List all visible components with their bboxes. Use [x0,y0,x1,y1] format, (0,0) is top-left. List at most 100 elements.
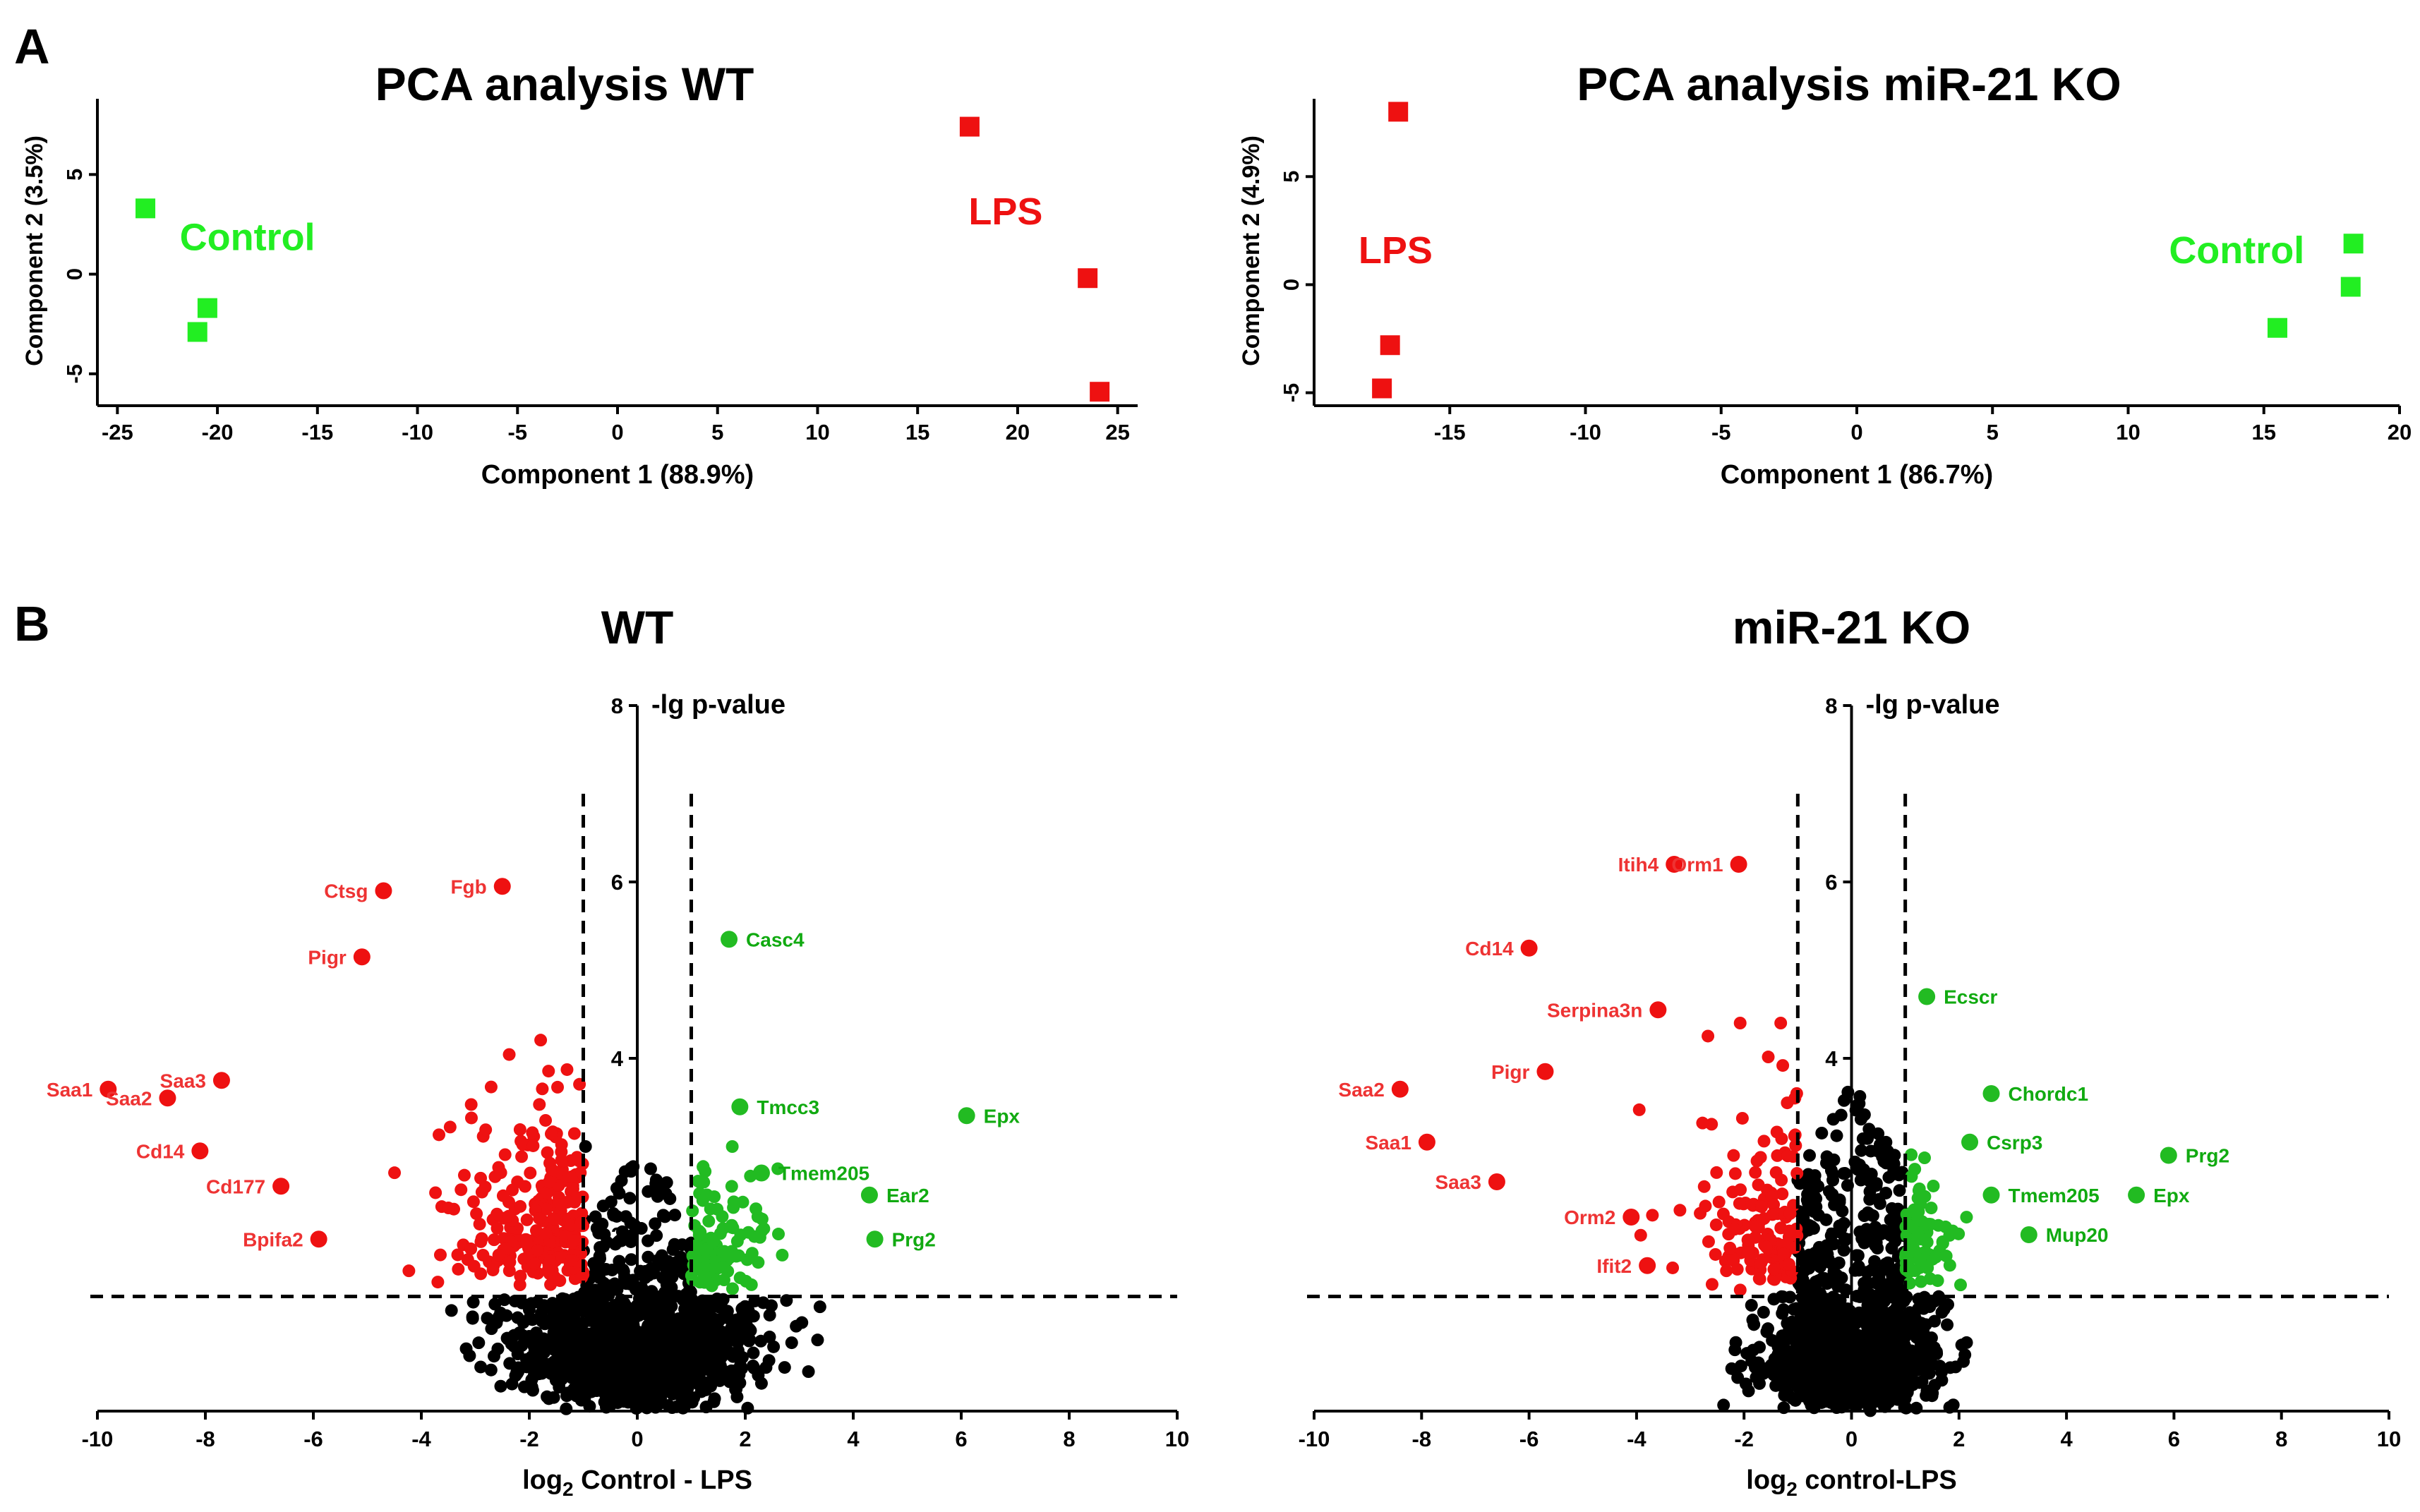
volcano-wt-down-point [570,1151,584,1164]
volcano-wt-ns-point [485,1322,498,1336]
volcano-ko-ns-point [1776,1307,1789,1320]
volcano-wt-ns-point [672,1370,685,1384]
volcano-ko-gene-label-mup20: Mup20 [2046,1224,2109,1246]
pca-wt-x-tick-label: 25 [1105,420,1129,444]
pca-wt-y-axis-title: Component 2 (3.5%) [21,135,48,366]
volcano-ko-ns-point [1837,1244,1850,1257]
volcano-ko-down-point [1673,1204,1687,1217]
volcano-ko-ns-point [1937,1302,1951,1316]
volcano-wt-x-tick-label: 10 [1165,1427,1189,1451]
volcano-wt-ns-point [503,1357,517,1370]
volcano-wt-down-point [466,1195,480,1209]
volcano-wt-ns-point [617,1376,630,1389]
volcano-ko-gene-label-prg2: Prg2 [2186,1145,2229,1167]
volcano-ko-gene-label-ecscr: Ecscr [1944,986,1997,1008]
volcano-wt-y-tick-label: 4 [611,1046,624,1071]
volcano-ko-down-point [1783,1207,1797,1221]
volcano-wt-ns-point [515,1296,529,1310]
volcano-wt-down-point [533,1211,546,1225]
volcano-wt-up-point [692,1228,706,1242]
volcano-ko-down-point [1733,1283,1747,1297]
volcano-ko-ns-point [1770,1368,1783,1381]
volcano-wt-gene-point-ctsg [375,882,392,900]
volcano-ko-down-point [1697,1180,1711,1193]
volcano-wt-down-point [539,1227,553,1240]
volcano-wt-ns-point [598,1228,611,1241]
volcano-ko-ns-point [1897,1339,1910,1353]
volcano-ko-ns-point [1885,1348,1898,1361]
volcano-wt-gene-point-tmcc3 [731,1098,749,1115]
volcano-ko-ns-point [1886,1338,1900,1351]
pca-wt-x-tick-label: 10 [805,420,829,444]
volcano-ko-y-tick-label: 8 [1825,694,1837,718]
volcano-wt-ns-point [613,1187,626,1200]
volcano-ko-ns-point [1957,1355,1970,1368]
volcano-wt-down-point [479,1123,493,1137]
volcano-wt-ns-point [522,1330,536,1343]
volcano-ko-down-points [1632,1017,1804,1297]
volcano-ko-ns-point [1941,1318,1954,1331]
pca-ko-x-tick-label: -10 [1570,420,1601,444]
volcano-wt-down-point [464,1098,478,1111]
volcano-ko-ns-point [1863,1398,1877,1411]
volcano-wt-ns-point [600,1365,613,1378]
volcano-ko-ns-point [1780,1358,1793,1372]
volcano-ko-up-point [1919,1217,1932,1230]
pca-ko-title: PCA analysis miR-21 KO [1577,58,2121,110]
volcano-ko-gene-label-epx: Epx [2153,1185,2190,1206]
volcano-wt-gene-point-tmem205 [752,1164,770,1182]
volcano-ko-ns-point [1834,1108,1848,1122]
volcano-ko-ns-point [1946,1398,1960,1412]
volcano-wt-y-tick-label: 6 [611,870,623,895]
volcano-ko-ns-point [1867,1382,1881,1396]
volcano-wt-ns-point [579,1140,592,1153]
volcano-wt-gene-point-cd14 [191,1142,209,1160]
volcano-wt-title: WT [601,601,674,653]
volcano-wt-ns-point [651,1190,664,1203]
volcano-ko-gene-point-mup20 [2020,1226,2037,1243]
volcano-wt-up-point [708,1261,721,1274]
volcano-ko-ns-point [1858,1209,1871,1223]
volcano-wt-ns-point [641,1335,654,1348]
volcano-wt-ns-point [604,1398,618,1411]
volcano-wt-ns-point [686,1338,699,1351]
volcano-wt-ns-point [529,1355,543,1368]
volcano-wt-down-point [555,1197,568,1211]
pca-ko-lps-point [1388,102,1409,122]
pca-wt-control-label: Control [180,217,315,259]
volcano-ko-ns-point [1862,1123,1876,1136]
volcano-ko-down-point [1776,1059,1790,1072]
volcano-wt-ns-point [557,1354,570,1367]
volcano-wt-up-point [699,1165,712,1178]
volcano-ko-x-tick-label: 4 [2060,1427,2073,1451]
volcano-wt-ns-point [593,1271,606,1284]
volcano-wt-x-tick-label: 4 [847,1427,860,1451]
volcano-wt-down-point [457,1168,471,1182]
volcano-ko-down-point [1632,1103,1646,1116]
volcano-ko-down-point [1735,1111,1749,1125]
volcano-ko-ns-point [1792,1374,1805,1387]
volcano-wt-down-point [431,1276,445,1289]
volcano-wt-down-point [490,1207,504,1221]
volcano-wt-ns-point [567,1320,581,1333]
volcano-wt-x-tick-label: 8 [1063,1427,1075,1451]
volcano-wt-down-point [515,1150,529,1163]
volcano-ko-ns-point [1826,1187,1839,1201]
volcano-ko-ns-point [1833,1357,1846,1371]
volcano-wt-ns-point [583,1400,596,1413]
volcano-ko-ns-point [1731,1371,1745,1384]
pca-wt-lps-point [959,116,980,137]
pca-wt-x-tick-label: 20 [1006,420,1030,444]
volcano-wt-ns-point [754,1334,768,1348]
volcano-ko-ns-point [1907,1374,1920,1387]
pca-ko-lps-point [1372,378,1392,399]
volcano-ko-ns-point [1856,1132,1870,1145]
volcano-wt-down-point [555,1154,568,1167]
volcano-wt-ns-point [511,1311,524,1324]
volcano-ko-ns-point [1776,1380,1790,1393]
volcano-wt-ns-point [598,1347,611,1360]
volcano-ko-x-tick-label: -10 [1299,1427,1330,1451]
volcano-ko-down-point [1733,1197,1746,1210]
volcano-wt-ns-point [607,1206,620,1220]
pca-ko-x-tick-label: 10 [2116,420,2140,444]
